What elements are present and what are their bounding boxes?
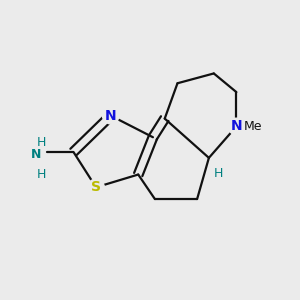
Text: H: H <box>36 168 46 181</box>
Text: N: N <box>105 109 117 123</box>
Circle shape <box>228 118 244 135</box>
Text: H: H <box>213 167 223 180</box>
Text: N: N <box>31 148 41 161</box>
Text: S: S <box>91 180 101 194</box>
Text: H: H <box>36 136 46 149</box>
Text: N: N <box>231 119 242 134</box>
Circle shape <box>103 107 119 124</box>
Circle shape <box>88 179 104 196</box>
Text: Me: Me <box>244 120 262 133</box>
